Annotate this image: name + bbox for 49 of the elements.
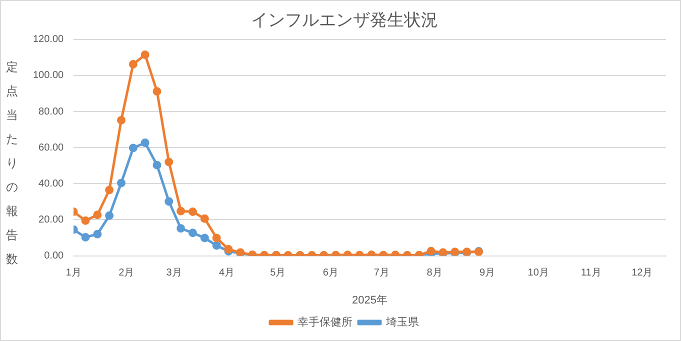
- x-tick-label: 7月: [374, 268, 390, 279]
- legend-label: 埼玉県: [385, 316, 419, 329]
- x-tick-label: 8月: [426, 268, 442, 279]
- point: [93, 210, 102, 220]
- x-tick-label: 5月: [270, 268, 286, 279]
- point: [105, 186, 114, 194]
- y-tick-label: 40.00: [38, 178, 64, 190]
- y-tick-label: 120.00: [32, 34, 64, 46]
- point: [140, 138, 150, 147]
- point: [426, 246, 436, 256]
- x-tick-label: 3月: [166, 268, 182, 279]
- point: [164, 158, 174, 166]
- chart-title: インフルエンザ発生状況: [251, 10, 438, 31]
- point: [105, 211, 114, 220]
- x-tick-label: 12月: [632, 268, 653, 279]
- point: [93, 230, 102, 238]
- y-tick-label: 0.00: [44, 250, 64, 262]
- point: [140, 50, 150, 59]
- y-tick-label: 20.00: [38, 214, 64, 226]
- x-tick-label: 9月: [479, 268, 496, 279]
- point: [117, 178, 126, 188]
- point: [188, 208, 197, 216]
- point: [152, 87, 162, 96]
- point: [164, 197, 174, 206]
- point: [81, 216, 90, 225]
- x-tick-label: 6月: [322, 268, 338, 279]
- point: [128, 144, 138, 152]
- point: [117, 116, 126, 124]
- y-tick-label: 60.00: [38, 142, 64, 154]
- point: [212, 241, 221, 250]
- point: [212, 234, 221, 242]
- point: [152, 160, 162, 170]
- legend-label: 幸手保健所: [298, 316, 352, 329]
- x-tick-label: 4月: [219, 268, 235, 279]
- text: 定点当たりの報告数: [6, 60, 18, 266]
- y-tick-label: 100.00: [32, 70, 64, 82]
- point: [188, 228, 197, 238]
- x-tick-label: 10月: [528, 268, 549, 279]
- x-axis-title: 2025年: [352, 294, 388, 306]
- point: [176, 206, 186, 216]
- point: [176, 224, 186, 233]
- point: [200, 214, 209, 223]
- point: [128, 60, 138, 69]
- x-tick-label: 11月: [580, 268, 602, 279]
- point: [81, 232, 90, 242]
- x-tick-label: 1月: [66, 268, 82, 279]
- point: [200, 234, 209, 242]
- x-tick-label: 2月: [118, 268, 134, 279]
- y-tick-label: 80.00: [38, 106, 64, 118]
